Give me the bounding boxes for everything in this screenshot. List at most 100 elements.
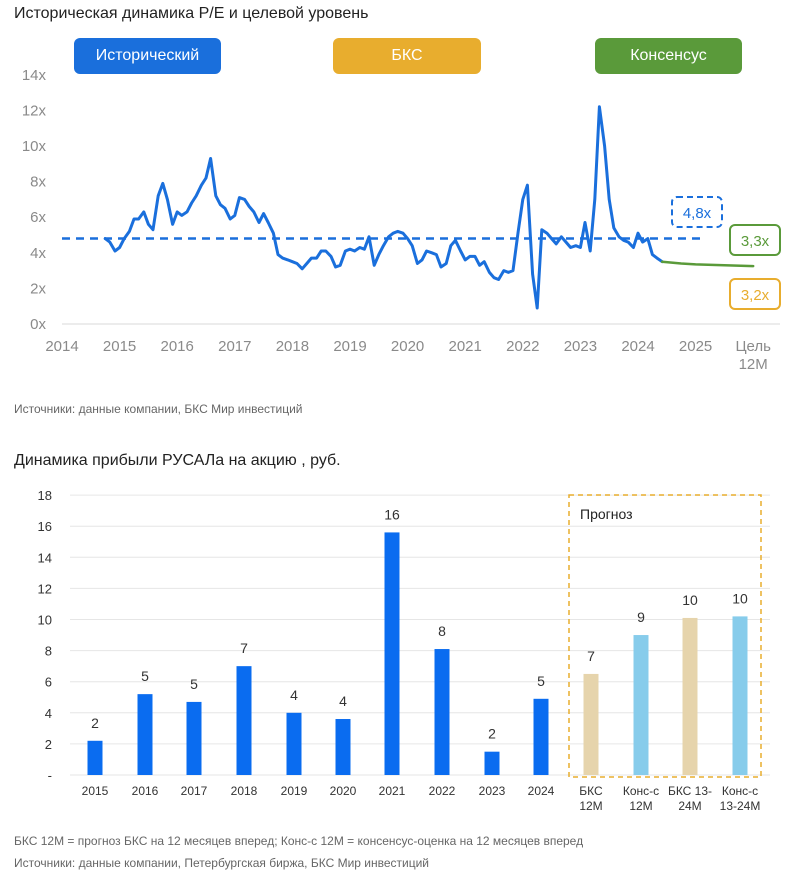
pe-x-tick: 2025: [679, 338, 712, 355]
consensus-target-label: 3,3x: [741, 233, 770, 250]
pe-x-tick: 2016: [161, 338, 194, 355]
eps-y-tick: 10: [38, 613, 52, 628]
eps-grid: [70, 494, 770, 776]
pe-chart: 0x 2x 4x 6x 8x 10x 12x 14x 2014 2015 2016 2017 2018…: [22, 67, 781, 373]
forecast-box: [568, 494, 762, 778]
eps-x-tick: 2019: [281, 784, 308, 798]
pe-x-tick: 2015: [103, 338, 136, 355]
eps-bar: [682, 617, 698, 775]
legend-bks: БКС: [333, 38, 481, 74]
eps-data-label: 4: [290, 687, 298, 703]
eps-y-tick: 16: [38, 519, 52, 534]
pe-series-historical: [103, 105, 664, 310]
eps-bar: [335, 719, 351, 775]
eps-bar: [583, 673, 599, 775]
pe-y-tick: 8x: [30, 174, 46, 191]
consensus-target-box: [729, 224, 781, 256]
eps-data-label: 10: [682, 592, 698, 608]
ref-label-box: [671, 196, 723, 228]
pe-x-tick: 12М: [739, 356, 768, 373]
pe-x-axis: 2014 2015 2016 2017 2018 2019 2020 2021 2022 2023…: [45, 338, 771, 373]
legend-consensus: Консенсус: [595, 38, 742, 74]
eps-bar: [732, 616, 748, 775]
pe-x-tick: 2022: [506, 338, 539, 355]
pe-y-tick: 6x: [30, 209, 46, 226]
eps-y-tick: 4: [45, 706, 52, 721]
pe-x-tick: 2019: [333, 338, 366, 355]
eps-bar: [434, 649, 450, 775]
pe-x-tick: 2014: [45, 338, 78, 355]
pe-series-consensus: [660, 260, 755, 268]
chart2-source: Источники: данные компании, Петербургска…: [14, 856, 430, 870]
pe-y-axis: 0x 2x 4x 6x 8x 10x 12x 14x: [22, 67, 47, 333]
pe-x-tick: 2017: [218, 338, 251, 355]
eps-x-tick: 13-24М: [720, 799, 761, 813]
pe-y-tick: 14x: [22, 67, 47, 84]
eps-x-tick: 2022: [429, 784, 456, 798]
eps-x-tick: БКС: [579, 784, 603, 798]
eps-y-tick: 6: [45, 675, 52, 690]
eps-x-tick: 2020: [330, 784, 357, 798]
eps-bar: [484, 751, 500, 775]
eps-y-tick: 12: [38, 581, 52, 596]
eps-x-tick: 2021: [379, 784, 406, 798]
eps-bar: [633, 635, 649, 775]
eps-x-tick: Конс-с: [722, 784, 758, 798]
pe-x-tick: 2024: [621, 338, 654, 355]
eps-data-label: 2: [91, 715, 99, 731]
eps-x-tick: 2023: [479, 784, 506, 798]
pe-x-tick: 2020: [391, 338, 424, 355]
eps-data-label: 4: [339, 693, 347, 709]
ref-label: 4,8x: [683, 205, 712, 222]
eps-x-tick: 2015: [82, 784, 109, 798]
pe-x-tick: 2023: [564, 338, 597, 355]
eps-data-label: 10: [732, 590, 748, 606]
legend-historical: Исторический: [74, 38, 221, 74]
eps-x-tick: 2018: [231, 784, 258, 798]
eps-x-tick: 12М: [629, 799, 652, 813]
eps-bar: [87, 740, 103, 775]
eps-bar: [186, 701, 202, 775]
eps-x-tick: 24М: [678, 799, 701, 813]
eps-bar: [533, 698, 549, 775]
eps-data-label: 7: [587, 648, 595, 664]
eps-data-label: 5: [537, 673, 545, 689]
eps-bar: [236, 666, 252, 775]
eps-x-axis: 2015 2016 2017 2018 2019 2020 2021 2022 2023 2024…: [82, 784, 761, 813]
pe-x-tick: Цель: [735, 338, 771, 355]
pe-y-tick: 4x: [30, 245, 46, 262]
eps-y-tick: 8: [45, 644, 52, 659]
bks-target-box: [729, 278, 781, 310]
eps-data-label: 2: [488, 726, 496, 742]
chart2-footnote: БКС 12М = прогноз БКС на 12 месяцев впер…: [14, 834, 584, 848]
forecast-label: Прогноз: [580, 506, 633, 522]
pe-y-tick: 12x: [22, 102, 47, 119]
chart2-title: Динамика прибыли РУСАЛа на акцию , руб.: [14, 452, 341, 469]
eps-chart: - 2 4 6 8 10 12 14 16 18 Прогноз 2 5 5 7 4 4 16 8 2 5 7 9 10 1…: [38, 488, 770, 813]
pe-x-tick: 2018: [276, 338, 309, 355]
eps-data-label: 5: [141, 668, 149, 684]
eps-data-label: 7: [240, 640, 248, 656]
eps-y-tick: 2: [45, 737, 52, 752]
eps-x-tick: 12М: [579, 799, 602, 813]
eps-bar: [137, 694, 153, 775]
eps-x-tick: Конс-с: [623, 784, 659, 798]
eps-y-tick: 18: [38, 488, 52, 503]
eps-data-label: 5: [190, 676, 198, 692]
bks-target-label: 3,2x: [741, 287, 770, 304]
eps-x-tick: 2017: [181, 784, 208, 798]
chart1-source: Источники: данные компании, БКС Мир инве…: [14, 402, 303, 416]
eps-x-tick: БКС 13-: [668, 784, 712, 798]
eps-y-tick: 14: [38, 550, 52, 565]
eps-x-tick: 2016: [132, 784, 159, 798]
chart1-title: Историческая динамика P/E и целевой уров…: [14, 5, 369, 22]
eps-y-tick: -: [48, 768, 52, 783]
pe-x-tick: 2021: [449, 338, 482, 355]
pe-y-tick: 0x: [30, 316, 46, 333]
eps-data-label: 16: [384, 506, 400, 522]
eps-x-tick: 2024: [528, 784, 555, 798]
eps-data-label: 9: [637, 609, 645, 625]
eps-bar: [286, 712, 302, 775]
pe-y-tick: 10x: [22, 138, 47, 155]
pe-y-tick: 2x: [30, 280, 46, 297]
